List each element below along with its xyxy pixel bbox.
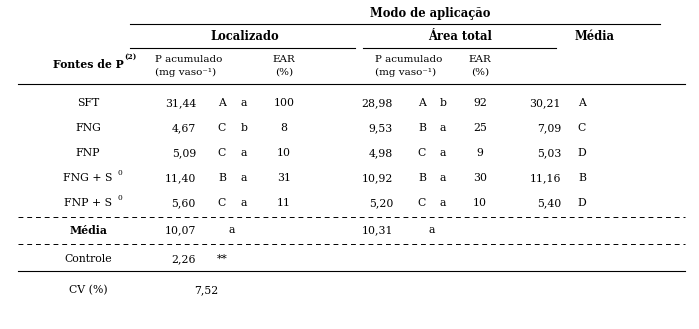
Text: 28,98: 28,98 xyxy=(361,98,393,108)
Text: 100: 100 xyxy=(273,98,294,108)
Text: 8: 8 xyxy=(280,123,287,133)
Text: Modo de aplicação: Modo de aplicação xyxy=(370,7,490,19)
Text: B: B xyxy=(578,173,586,183)
Text: B: B xyxy=(418,173,426,183)
Text: a: a xyxy=(241,198,247,208)
Text: C: C xyxy=(578,123,586,133)
Text: C: C xyxy=(418,198,426,208)
Text: A: A xyxy=(218,98,226,108)
Text: a: a xyxy=(440,148,446,158)
Text: FNG: FNG xyxy=(75,123,101,133)
Text: (%): (%) xyxy=(275,67,293,77)
Text: B: B xyxy=(218,173,226,183)
Text: 5,20: 5,20 xyxy=(368,198,393,208)
Text: 31,44: 31,44 xyxy=(165,98,196,108)
Text: a: a xyxy=(428,225,435,235)
Text: 4,98: 4,98 xyxy=(369,148,393,158)
Text: (%): (%) xyxy=(471,67,489,77)
Text: 92: 92 xyxy=(473,98,487,108)
Text: 10,92: 10,92 xyxy=(361,173,393,183)
Text: a: a xyxy=(241,173,247,183)
Text: 5,09: 5,09 xyxy=(172,148,196,158)
Text: FNG + S: FNG + S xyxy=(64,173,113,183)
Text: 11,16: 11,16 xyxy=(530,173,561,183)
Text: **: ** xyxy=(217,254,227,264)
Text: 7,09: 7,09 xyxy=(537,123,561,133)
Text: A: A xyxy=(578,98,586,108)
Text: 10,31: 10,31 xyxy=(361,225,393,235)
Text: 10: 10 xyxy=(473,198,487,208)
Text: A: A xyxy=(418,98,426,108)
Text: P acumulado: P acumulado xyxy=(155,56,222,64)
Text: 7,52: 7,52 xyxy=(194,285,218,295)
Text: EAR: EAR xyxy=(468,56,491,64)
Text: 11,40: 11,40 xyxy=(165,173,196,183)
Text: 10,07: 10,07 xyxy=(165,225,196,235)
Text: Controle: Controle xyxy=(64,254,112,264)
Text: 4,67: 4,67 xyxy=(172,123,196,133)
Text: 11: 11 xyxy=(277,198,291,208)
Text: CV (%): CV (%) xyxy=(69,285,108,295)
Text: C: C xyxy=(218,148,226,158)
Text: a: a xyxy=(440,173,446,183)
Text: 5,40: 5,40 xyxy=(537,198,561,208)
Text: SFT: SFT xyxy=(77,98,99,108)
Text: 30: 30 xyxy=(473,173,487,183)
Text: Localizado: Localizado xyxy=(210,31,280,43)
Text: FNP + S: FNP + S xyxy=(64,198,112,208)
Text: a: a xyxy=(229,225,235,235)
Text: 2,26: 2,26 xyxy=(171,254,196,264)
Text: 9,53: 9,53 xyxy=(369,123,393,133)
Text: a: a xyxy=(241,148,247,158)
Text: D: D xyxy=(577,148,586,158)
Text: Média: Média xyxy=(69,224,107,236)
Text: (2): (2) xyxy=(124,53,136,61)
Text: 0: 0 xyxy=(117,194,122,202)
Text: C: C xyxy=(418,148,426,158)
Text: B: B xyxy=(418,123,426,133)
Text: C: C xyxy=(218,123,226,133)
Text: 25: 25 xyxy=(473,123,487,133)
Text: 30,21: 30,21 xyxy=(530,98,561,108)
Text: EAR: EAR xyxy=(273,56,296,64)
Text: (mg vaso⁻¹): (mg vaso⁻¹) xyxy=(375,67,436,77)
Text: D: D xyxy=(577,198,586,208)
Text: 5,03: 5,03 xyxy=(537,148,561,158)
Text: Fontes de P: Fontes de P xyxy=(52,59,124,69)
Text: Área total: Área total xyxy=(428,31,492,43)
Text: a: a xyxy=(440,123,446,133)
Text: P acumulado: P acumulado xyxy=(375,56,442,64)
Text: C: C xyxy=(218,198,226,208)
Text: 0: 0 xyxy=(117,169,122,177)
Text: a: a xyxy=(440,198,446,208)
Text: (mg vaso⁻¹): (mg vaso⁻¹) xyxy=(155,67,216,77)
Text: b: b xyxy=(440,98,447,108)
Text: a: a xyxy=(241,98,247,108)
Text: b: b xyxy=(240,123,247,133)
Text: Média: Média xyxy=(575,31,615,43)
Text: 5,60: 5,60 xyxy=(172,198,196,208)
Text: 31: 31 xyxy=(277,173,291,183)
Text: 9: 9 xyxy=(477,148,484,158)
Text: 10: 10 xyxy=(277,148,291,158)
Text: FNP: FNP xyxy=(75,148,100,158)
